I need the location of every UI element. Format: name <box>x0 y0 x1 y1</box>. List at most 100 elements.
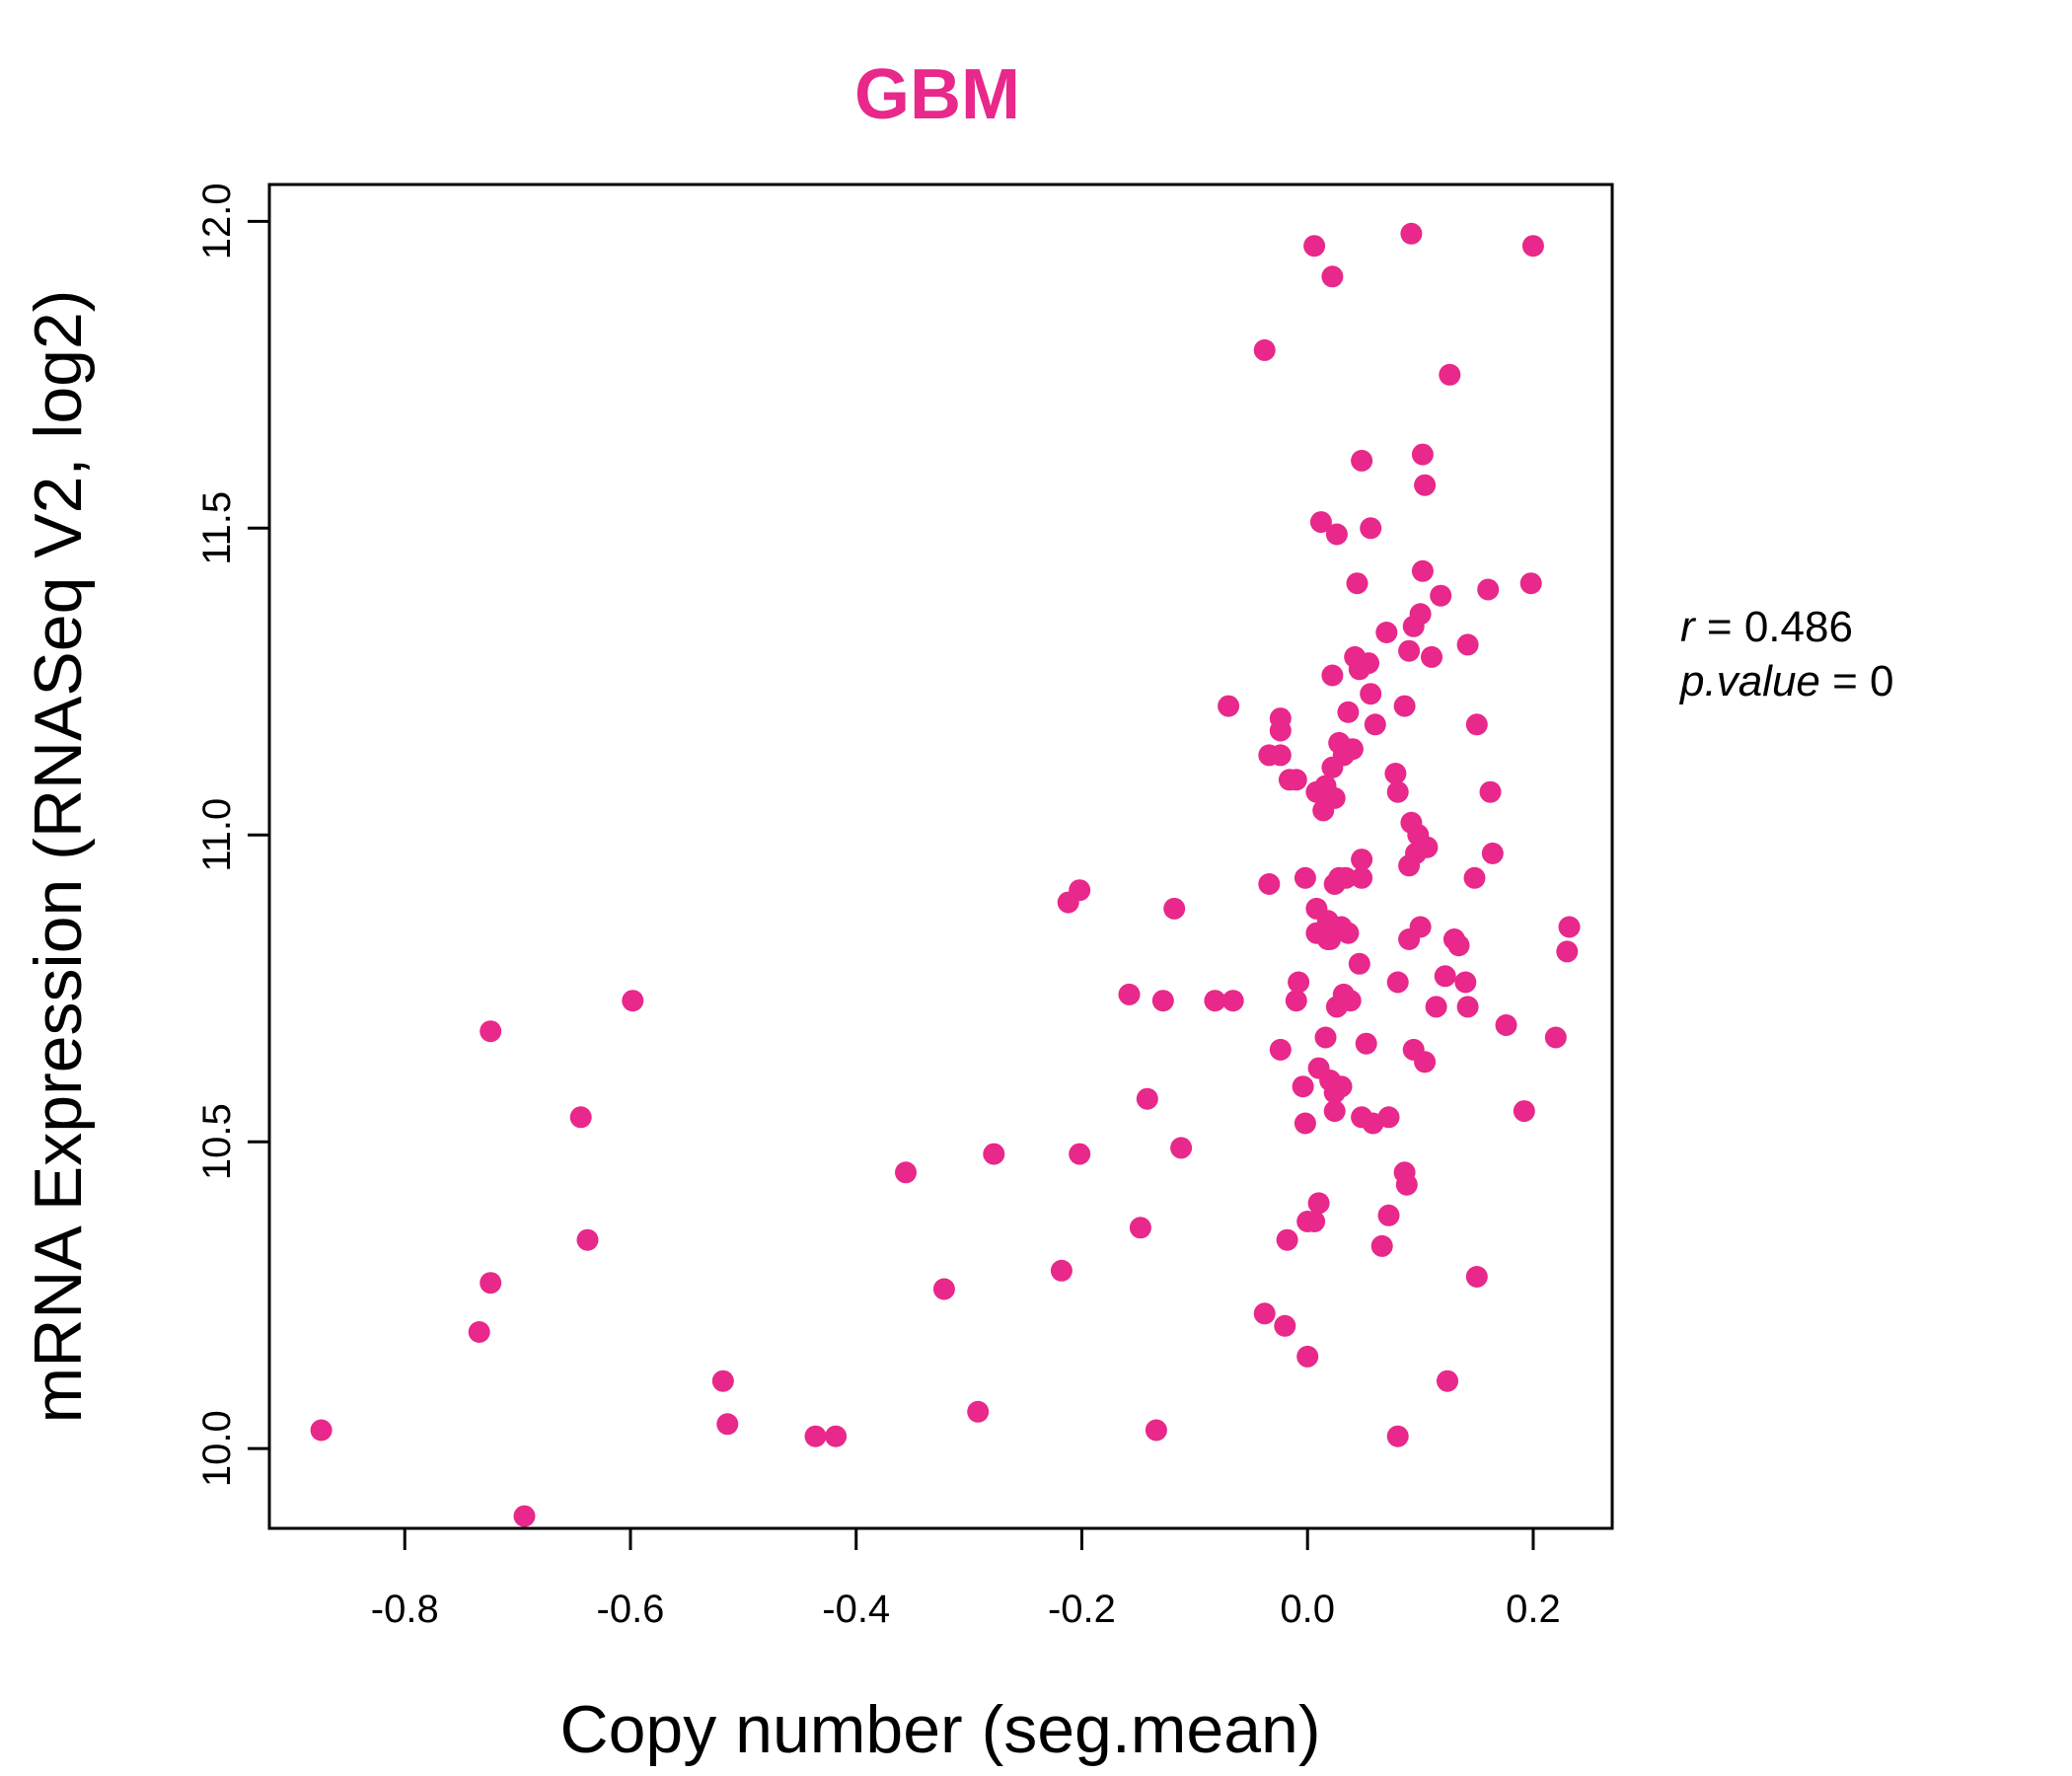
data-point-90 <box>1351 849 1373 871</box>
data-point-96 <box>1360 683 1382 705</box>
data-point-138 <box>1465 713 1488 736</box>
data-point-24 <box>1151 990 1174 1012</box>
data-point-124 <box>1414 1051 1437 1073</box>
x-tick-label-1: -0.6 <box>597 1588 665 1631</box>
data-point-126 <box>1421 645 1443 668</box>
x-tick-label-3: -0.2 <box>1048 1588 1116 1631</box>
data-point-45 <box>1294 1112 1316 1135</box>
data-point-113 <box>1400 222 1423 245</box>
data-point-50 <box>1303 1211 1326 1232</box>
data-point-125 <box>1416 836 1439 858</box>
data-point-21 <box>1129 1217 1151 1239</box>
data-point-121 <box>1411 443 1434 466</box>
data-point-4 <box>513 1505 536 1527</box>
data-point-41 <box>1285 769 1307 791</box>
data-point-101 <box>1377 1106 1400 1129</box>
data-point-11 <box>825 1425 848 1447</box>
data-point-130 <box>1437 1369 1458 1392</box>
data-point-103 <box>1384 763 1407 784</box>
data-point-137 <box>1463 866 1486 889</box>
data-point-36 <box>1269 719 1292 742</box>
data-point-44 <box>1292 1075 1314 1098</box>
y-tick-label-3: 11.5 <box>195 491 239 565</box>
data-point-25 <box>1163 897 1186 920</box>
data-point-13 <box>932 1278 955 1300</box>
chart-title: GBM <box>854 55 1020 134</box>
y-axis-label: mRNA Expression (RNASeq V2, log2) <box>21 290 96 1424</box>
data-point-71 <box>1325 523 1348 546</box>
data-point-83 <box>1339 990 1362 1012</box>
x-tick-label-0: -0.8 <box>371 1588 439 1631</box>
r-stat: r = 0.486 <box>1680 603 1853 651</box>
y-tick-label-4: 12.0 <box>195 183 239 259</box>
data-point-146 <box>1521 235 1544 258</box>
data-point-15 <box>983 1143 1005 1165</box>
data-point-70 <box>1323 1100 1346 1123</box>
data-point-136 <box>1456 996 1479 1018</box>
data-point-38 <box>1274 1314 1296 1337</box>
data-point-89 <box>1351 449 1373 472</box>
p-stat: p.value = 0 <box>1678 657 1894 705</box>
y-axis: 10.0 10.5 11.0 11.5 12.0 <box>195 183 271 1487</box>
data-point-19 <box>1069 1143 1091 1165</box>
data-point-5 <box>569 1106 592 1129</box>
data-point-31 <box>1253 1302 1276 1325</box>
y-tick-label-1: 10.5 <box>195 1103 239 1180</box>
data-point-122 <box>1411 559 1434 582</box>
data-point-29 <box>1218 695 1240 717</box>
data-point-93 <box>1355 1032 1377 1055</box>
data-point-18 <box>1069 879 1091 902</box>
r-value: 0.486 <box>1744 603 1853 651</box>
data-point-104 <box>1386 780 1409 803</box>
data-point-33 <box>1258 873 1281 895</box>
data-point-148 <box>1556 940 1579 963</box>
x-tick-label-5: 0.2 <box>1506 1588 1561 1631</box>
data-point-12 <box>895 1161 917 1184</box>
data-point-80 <box>1337 701 1360 723</box>
data-point-64 <box>1321 265 1344 288</box>
x-tick-label-2: -0.4 <box>822 1588 890 1631</box>
data-point-91 <box>1351 866 1373 889</box>
data-point-7 <box>622 990 644 1012</box>
data-point-119 <box>1409 603 1432 626</box>
data-point-10 <box>804 1425 827 1447</box>
data-point-109 <box>1395 1173 1418 1196</box>
data-point-34 <box>1269 744 1292 767</box>
data-point-0 <box>310 1419 333 1442</box>
data-point-100 <box>1375 622 1398 643</box>
x-tick-label-4: 0.0 <box>1280 1588 1335 1631</box>
data-point-22 <box>1136 1087 1158 1110</box>
data-point-133 <box>1447 934 1470 957</box>
data-point-67 <box>1323 786 1346 809</box>
data-point-30 <box>1253 338 1276 361</box>
data-point-48 <box>1296 1345 1319 1368</box>
data-point-143 <box>1495 1014 1517 1036</box>
data-point-139 <box>1465 1266 1488 1288</box>
data-point-79 <box>1335 866 1358 889</box>
x-axis-label: Copy number (seg.mean) <box>559 1692 1320 1767</box>
data-point-147 <box>1544 1026 1567 1049</box>
p-label: p.value <box>1678 657 1820 705</box>
data-point-129 <box>1434 965 1456 988</box>
data-point-23 <box>1145 1419 1167 1442</box>
data-point-110 <box>1398 639 1421 662</box>
data-point-65 <box>1321 664 1344 687</box>
data-point-95 <box>1360 517 1382 540</box>
data-point-37 <box>1269 1038 1292 1061</box>
data-point-59 <box>1314 1026 1337 1049</box>
data-point-145 <box>1519 572 1542 595</box>
data-point-82 <box>1337 922 1360 944</box>
data-point-46 <box>1294 866 1316 889</box>
data-point-6 <box>576 1228 599 1251</box>
data-point-140 <box>1477 578 1500 601</box>
data-point-94 <box>1358 652 1379 675</box>
data-point-86 <box>1346 572 1369 595</box>
data-point-102 <box>1377 1204 1400 1226</box>
data-point-106 <box>1386 1425 1409 1447</box>
data-point-56 <box>1309 511 1332 534</box>
data-point-55 <box>1307 1192 1330 1215</box>
data-point-49 <box>1303 235 1326 258</box>
data-point-2 <box>480 1272 502 1295</box>
correlation-stats: r = 0.486 p.value = 0 <box>1678 603 1894 705</box>
